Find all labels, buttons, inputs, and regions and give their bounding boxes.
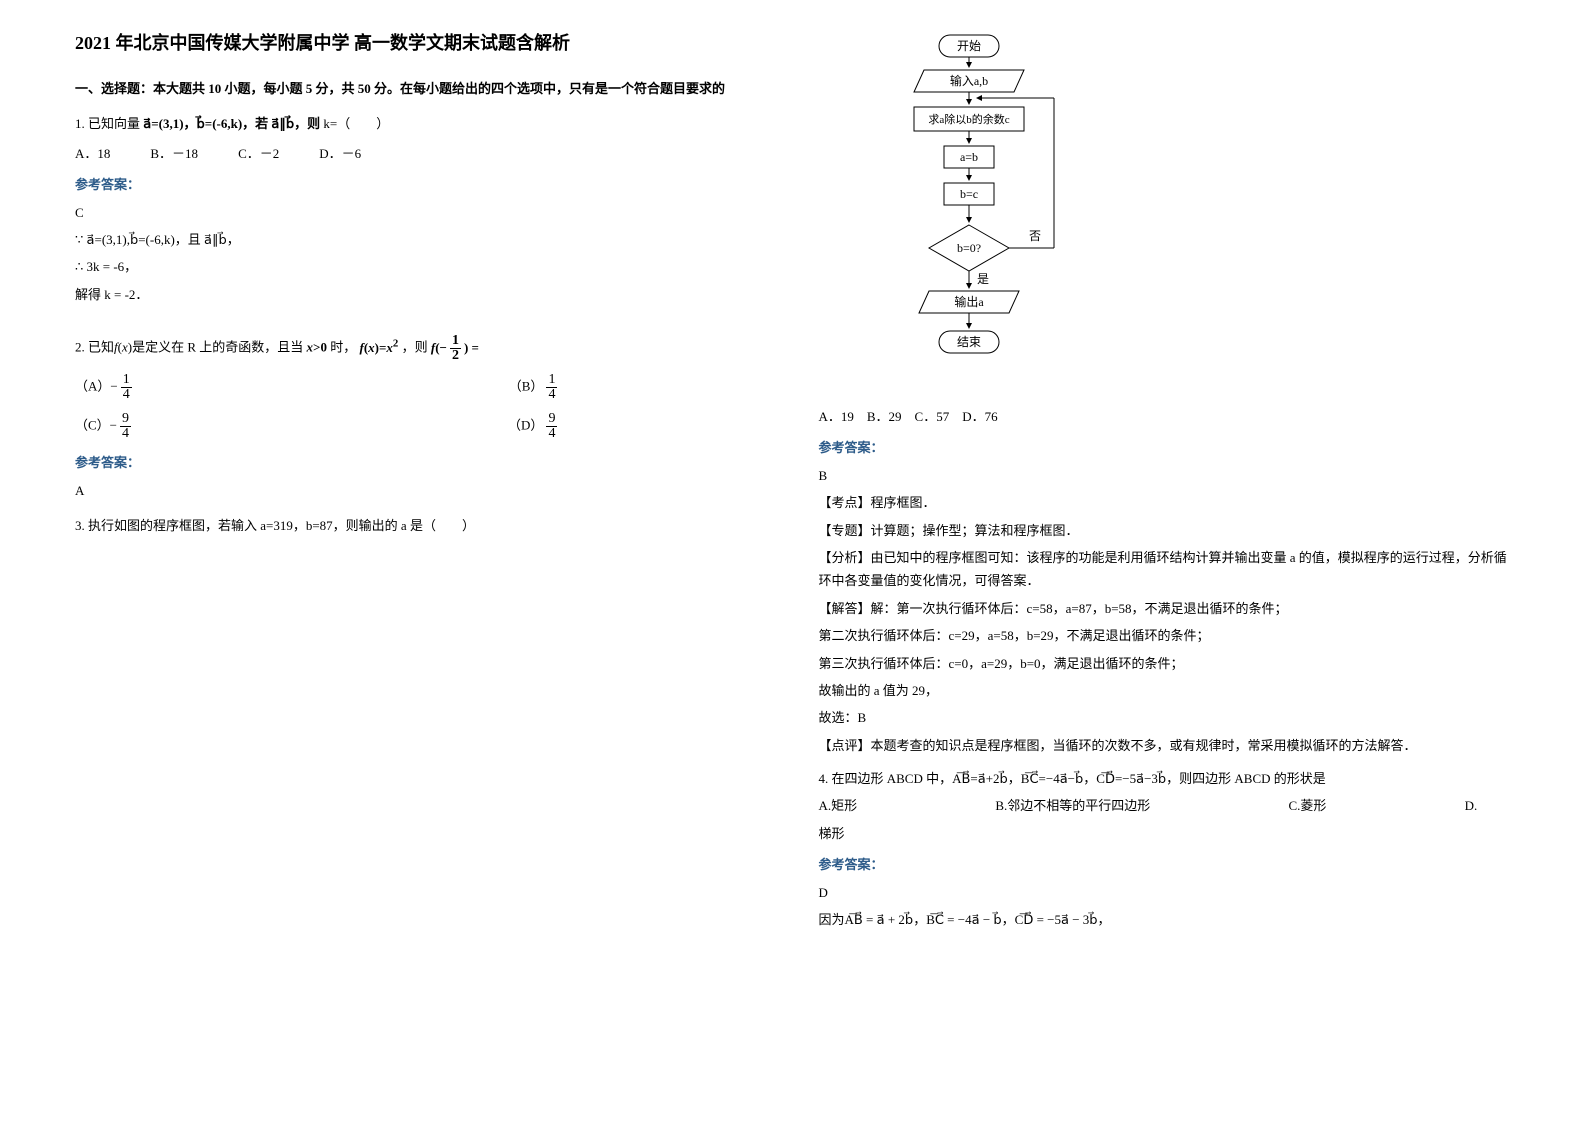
q4-opt-c: C.菱形 xyxy=(1289,794,1327,817)
q3-expl-6: 故输出的 a 值为 29， xyxy=(819,679,1513,702)
question-3-stem: 3. 执行如图的程序框图，若输入 a=319，b=87，则输出的 a 是（ ） xyxy=(75,514,769,537)
q1-math: a⃗=(3,1)，b⃗=(-6,k)，若 a⃗∥b⃗，则 xyxy=(143,116,320,131)
left-column: 2021 年北京中国传媒大学附属中学 高一数学文期末试题含解析 一、选择题：本大… xyxy=(50,30,794,1092)
q1-opt-a: A．18 xyxy=(75,142,110,165)
question-1: 1. 已知向量 a⃗=(3,1)，b⃗=(-6,k)，若 a⃗∥b⃗，则 k=（… xyxy=(75,112,769,306)
q1-opt-d: D．－6 xyxy=(319,142,361,165)
q3-options: A．19 B．29 C．57 D．76 xyxy=(819,405,1513,428)
q4-options: A.矩形 B.邻边不相等的平行四边形 C.菱形 D. xyxy=(819,794,1478,817)
q2-opt-d: （D）94 xyxy=(508,412,560,441)
flowchart-svg: 开始 输入a,b 求a除以b的余数c a=b b=c b=0? 否 xyxy=(899,30,1089,390)
q3-expl-0: 【考点】程序框图． xyxy=(819,491,1513,514)
q3-expl-3: 【解答】解：第一次执行循环体后：c=58，a=87，b=58，不满足退出循环的条… xyxy=(819,597,1513,620)
q2-answer: A xyxy=(75,479,769,502)
svg-text:b=c: b=c xyxy=(959,187,977,201)
answer-label: 参考答案： xyxy=(819,853,1513,876)
svg-text:开始: 开始 xyxy=(956,39,980,53)
q4-opt-b: B.邻边不相等的平行四边形 xyxy=(995,794,1150,817)
q1-options: A．18 B．－18 C．－2 D．－6 xyxy=(75,142,769,165)
svg-text:是: 是 xyxy=(977,272,989,286)
q1-stem: 1. 已知向量 a⃗=(3,1)，b⃗=(-6,k)，若 a⃗∥b⃗，则 k=（… xyxy=(75,112,769,135)
q1-expl1: ∵ a⃗=(3,1),b⃗=(-6,k)，且 a⃗∥b⃗， xyxy=(75,228,769,251)
q2-opt-c: （C）−94 xyxy=(75,412,134,441)
q4-opt-a: A.矩形 xyxy=(819,794,858,817)
svg-text:输入a,b: 输入a,b xyxy=(949,73,987,88)
question-4: 4. 在四边形 ABCD 中，A͞B⃗=a⃗+2b⃗，B͞C⃗=−4a⃗−b⃗，… xyxy=(819,767,1513,931)
q1-opt-b: B．－18 xyxy=(150,142,198,165)
svg-text:否: 否 xyxy=(1029,229,1041,243)
answer-label: 参考答案： xyxy=(75,451,769,474)
q4-expl: 因为A͞B⃗ = a⃗ + 2b⃗，B͞C⃗ = −4a⃗ − b⃗，C͞D⃗ … xyxy=(819,908,1513,931)
svg-text:a=b: a=b xyxy=(959,150,977,164)
page-title: 2021 年北京中国传媒大学附属中学 高一数学文期末试题含解析 xyxy=(75,30,769,57)
svg-text:b=0?: b=0? xyxy=(956,241,980,255)
q2-stem: 2. 已知f(x)是定义在 R 上的奇函数，且当 x>0 时， f(x)=x2 … xyxy=(75,334,769,363)
answer-label: 参考答案： xyxy=(819,436,1513,459)
q3-answer: B xyxy=(819,464,1513,487)
q3-expl-7: 故选：B xyxy=(819,706,1513,729)
q4-opt-trail: 梯形 xyxy=(819,822,1513,845)
q2-row2: （C）−94 （D）94 xyxy=(75,412,560,441)
q3-stem: 3. 执行如图的程序框图，若输入 a=319，b=87，则输出的 a 是（ ） xyxy=(75,514,769,537)
q1-opt-c: C．－2 xyxy=(238,142,279,165)
q3-expl-5: 第三次执行循环体后：c=0，a=29，b=0，满足退出循环的条件； xyxy=(819,652,1513,675)
q4-stem: 4. 在四边形 ABCD 中，A͞B⃗=a⃗+2b⃗，B͞C⃗=−4a⃗−b⃗，… xyxy=(819,767,1513,790)
q2-opt-b: （B）14 xyxy=(509,373,561,402)
q3-expl-8: 【点评】本题考查的知识点是程序框图，当循环的次数不多，或有规律时，常采用模拟循环… xyxy=(819,734,1513,757)
q2-opt-a: （A）−14 xyxy=(75,373,135,402)
q3-expl-4: 第二次执行循环体后：c=29，a=58，b=29，不满足退出循环的条件； xyxy=(819,624,1513,647)
q1-expl3: 解得 k = -2． xyxy=(75,283,769,306)
q1-answer: C xyxy=(75,201,769,224)
q3-expl-1: 【专题】计算题；操作型；算法和程序框图． xyxy=(819,519,1513,542)
q4-answer: D xyxy=(819,881,1513,904)
q2-row1: （A）−14 （B）14 xyxy=(75,373,560,402)
question-2: 2. 已知f(x)是定义在 R 上的奇函数，且当 x>0 时， f(x)=x2 … xyxy=(75,334,769,502)
q4-opt-d: D. xyxy=(1465,794,1478,817)
svg-text:输出a: 输出a xyxy=(954,294,984,309)
section-header: 一、选择题：本大题共 10 小题，每小题 5 分，共 50 分。在每小题给出的四… xyxy=(75,77,769,100)
right-column: 开始 输入a,b 求a除以b的余数c a=b b=c b=0? 否 xyxy=(794,30,1538,1092)
svg-text:结束: 结束 xyxy=(956,335,980,349)
answer-label: 参考答案： xyxy=(75,173,769,196)
flowchart: 开始 输入a,b 求a除以b的余数c a=b b=c b=0? 否 xyxy=(899,30,1099,390)
svg-text:求a除以b的余数c: 求a除以b的余数c xyxy=(928,112,1009,126)
q1-expl2: ∴ 3k = -6， xyxy=(75,255,769,278)
q3-expl-2: 【分析】由已知中的程序框图可知：该程序的功能是利用循环结构计算并输出变量 a 的… xyxy=(819,546,1513,593)
